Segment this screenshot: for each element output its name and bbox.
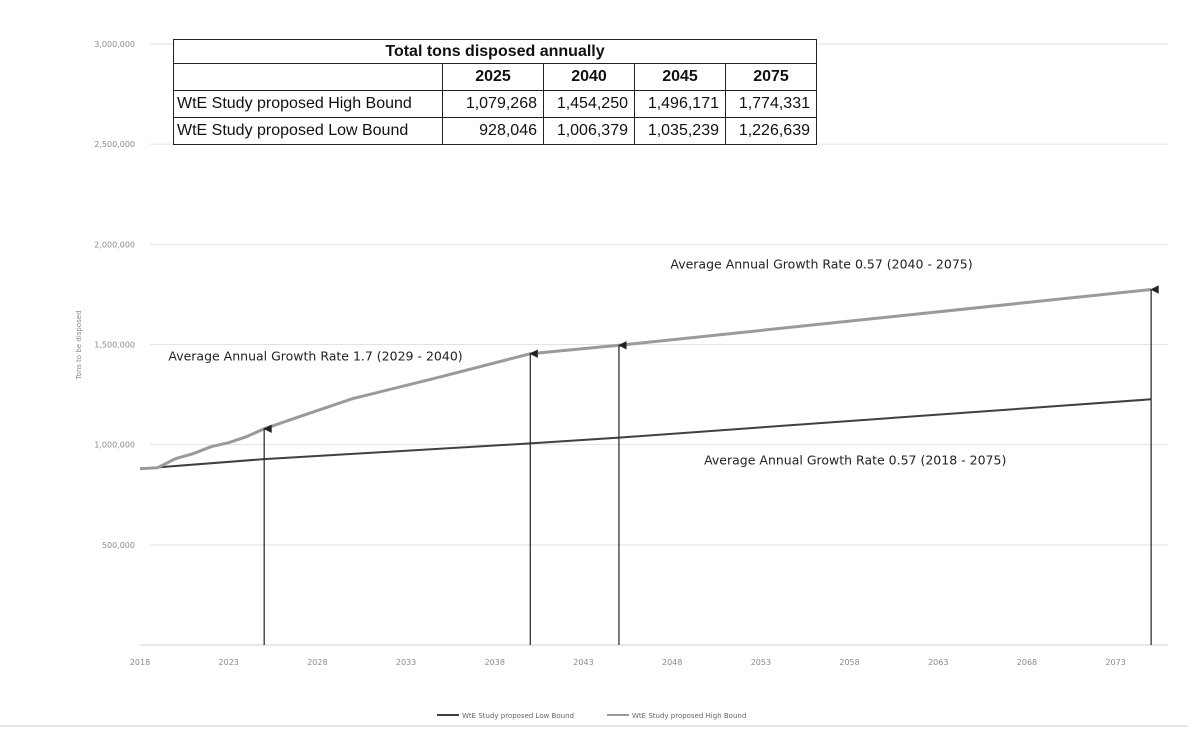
x-tick-label: 2028 xyxy=(307,658,327,667)
x-tick-label: 2038 xyxy=(485,658,505,667)
annotation-label: Average Annual Growth Rate 1.7 (2029 - 2… xyxy=(168,349,462,364)
y-axis-title: Tons to be disposed xyxy=(75,310,83,380)
table-header-year: 2025 xyxy=(442,63,544,91)
legend: WtE Study proposed Low Bound WtE Study pr… xyxy=(437,712,746,720)
table-header-row: 2025 2040 2045 2075 xyxy=(173,63,817,91)
x-tick-label: 2058 xyxy=(839,658,859,667)
table-title: Total tons disposed annually xyxy=(173,39,817,64)
legend-label: WtE Study proposed Low Bound xyxy=(462,712,574,720)
value-markers xyxy=(263,285,1159,645)
table-header-year: 2075 xyxy=(725,63,817,91)
table-cell: 928,046 xyxy=(442,117,544,145)
table-cell: 1,496,171 xyxy=(634,90,726,118)
x-axis-ticks: 2018 2023 2028 2033 2038 2043 2048 2053 2058 2063… xyxy=(130,658,1126,667)
table-cell: 1,035,239 xyxy=(634,117,726,145)
annotation-label: Average Annual Growth Rate 0.57 (2040 - … xyxy=(670,256,972,271)
table-cell: 1,774,331 xyxy=(725,90,817,118)
y-axis-ticks: 3,000,000 2,500,000 2,000,000 1,500,000 1,00… xyxy=(94,40,135,550)
y-tick-label: 2,500,000 xyxy=(94,140,135,149)
y-tick-label: 3,000,000 xyxy=(94,40,135,49)
y-tick-label: 2,000,000 xyxy=(94,240,135,249)
table-row: WtE Study proposed High Bound 1,079,268 … xyxy=(173,90,817,118)
table-header-blank xyxy=(173,63,443,91)
x-tick-label: 2073 xyxy=(1105,658,1125,667)
summary-table: Total tons disposed annually 2025 2040 2… xyxy=(173,39,817,145)
table-row-label: WtE Study proposed High Bound xyxy=(173,90,443,118)
x-tick-label: 2033 xyxy=(396,658,416,667)
table-row: WtE Study proposed Low Bound 928,046 1,0… xyxy=(173,117,817,145)
x-tick-label: 2018 xyxy=(130,658,150,667)
x-tick-label: 2068 xyxy=(1017,658,1037,667)
x-tick-label: 2048 xyxy=(662,658,682,667)
table-cell: 1,226,639 xyxy=(725,117,817,145)
table-cell: 1,006,379 xyxy=(543,117,635,145)
x-tick-label: 2063 xyxy=(928,658,948,667)
table-header-year: 2040 xyxy=(543,63,635,91)
x-tick-label: 2053 xyxy=(751,658,771,667)
table-title-row: Total tons disposed annually xyxy=(173,39,817,64)
annotations: Average Annual Growth Rate 1.7 (2029 - 2… xyxy=(168,256,1006,467)
table-cell: 1,079,268 xyxy=(442,90,544,118)
y-tick-label: 500,000 xyxy=(102,541,135,550)
x-tick-label: 2043 xyxy=(573,658,593,667)
series-line xyxy=(139,288,1152,471)
series-lines xyxy=(139,288,1152,471)
y-tick-label: 1,000,000 xyxy=(94,441,135,450)
y-tick-label: 1,500,000 xyxy=(94,341,135,350)
table-cell: 1,454,250 xyxy=(543,90,635,118)
table-row-label: WtE Study proposed Low Bound xyxy=(173,117,443,145)
x-tick-label: 2023 xyxy=(219,658,239,667)
annotation-label: Average Annual Growth Rate 0.57 (2018 - … xyxy=(704,453,1006,468)
table-header-year: 2045 xyxy=(634,63,726,91)
legend-label: WtE Study proposed High Bound xyxy=(632,712,746,720)
